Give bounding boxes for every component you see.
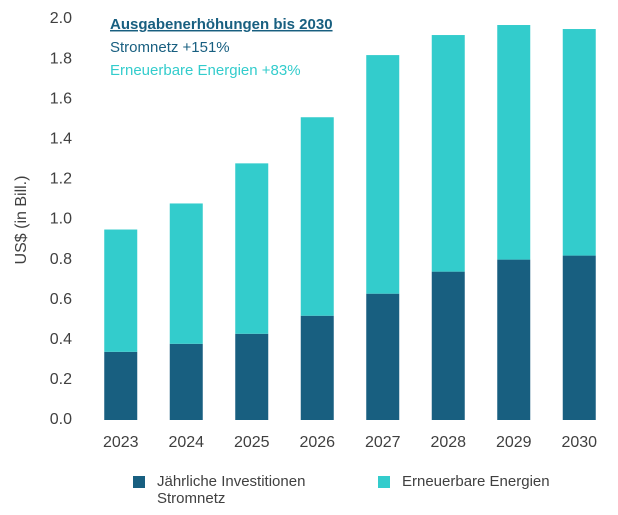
bar-segment <box>431 35 465 272</box>
x-tick-label: 2025 <box>234 434 270 451</box>
x-tick-label: 2024 <box>168 434 204 451</box>
bar-segment <box>562 29 596 256</box>
bar-segment <box>366 293 400 420</box>
bar-segment <box>104 351 138 420</box>
y-axis-label: US$ (in Bill.) <box>13 176 30 265</box>
y-tick-label: 1.0 <box>50 211 72 228</box>
y-tick-label: 0.0 <box>50 411 72 428</box>
bar-segment <box>235 333 269 420</box>
annotation: Stromnetz +151% <box>110 39 230 56</box>
chart: US$ (in Bill.) 0.0 0.2 0.4 0.6 0.8 1.0 1.2 1.4 1… <box>13 10 597 451</box>
y-tick-label: 1.2 <box>50 171 72 188</box>
x-tick-label: 2028 <box>430 434 466 451</box>
bar-segment <box>366 55 400 294</box>
annotation: Ausgabenerhöhungen bis 2030 <box>110 16 333 33</box>
y-tick-label: 1.8 <box>50 50 72 67</box>
y-tick-label: 2.0 <box>50 10 72 27</box>
legend: Jährliche Investitionen Stromnetz Erneuer… <box>0 473 618 513</box>
bar-segment <box>300 315 334 420</box>
bar-segment <box>300 117 334 316</box>
y-tick-label: 1.6 <box>50 90 72 107</box>
bar-segment <box>169 203 203 344</box>
x-tick-label: 2026 <box>299 434 335 451</box>
bar-segment <box>497 25 531 260</box>
bar-segment <box>562 255 596 420</box>
legend-item: Jährliche Investitionen Stromnetz <box>133 473 333 507</box>
legend-swatch <box>378 476 390 488</box>
y-tick-label: 1.4 <box>50 131 72 148</box>
annotation: Erneuerbare Energien +83% <box>110 62 301 79</box>
bar-segment <box>431 271 465 420</box>
legend-item: Erneuerbare Energien <box>378 473 578 490</box>
bar-segment <box>497 259 531 420</box>
x-tick-label: 2029 <box>496 434 532 451</box>
y-tick-label: 0.8 <box>50 251 72 268</box>
legend-label: Erneuerbare Energien <box>402 473 550 490</box>
y-tick-label: 0.4 <box>50 331 72 348</box>
bar-segment <box>104 229 138 352</box>
bar-segment <box>235 163 269 334</box>
legend-label: Jährliche Investitionen Stromnetz <box>157 473 306 507</box>
y-tick-label: 0.6 <box>50 291 72 308</box>
x-tick-label: 2030 <box>561 434 597 451</box>
bar-segment <box>169 343 203 420</box>
legend-swatch <box>133 476 145 488</box>
x-tick-label: 2023 <box>103 434 139 451</box>
y-tick-label: 0.2 <box>50 371 72 388</box>
x-tick-label: 2027 <box>365 434 401 451</box>
